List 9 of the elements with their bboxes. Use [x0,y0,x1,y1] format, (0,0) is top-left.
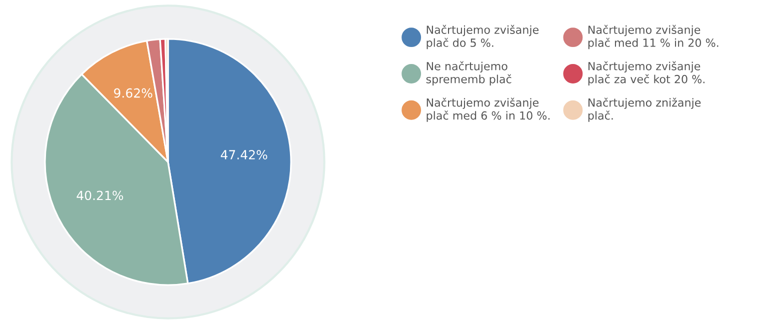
legend-label: Načrtujemo znižanje plač. [588,98,701,122]
data-label: 40.21% [76,190,124,200]
legend-label: Načrtujemo zvišanje plač do 5 %. [426,24,539,50]
legend-label: Ne načrtujemo sprememb plač [426,61,512,86]
legend-label: Načrtujemo zvišanje plač za več kot 20 %. [588,61,704,86]
legend-label: Načrtujemo zvišanje plač med 6 % in 10 %. [426,98,550,122]
legend-label: Načrtujemo zvišanje plač med 11 % in 20 %. [588,24,718,50]
data-label: 47.42% [220,150,268,160]
data-label: 9.62% [114,88,152,98]
